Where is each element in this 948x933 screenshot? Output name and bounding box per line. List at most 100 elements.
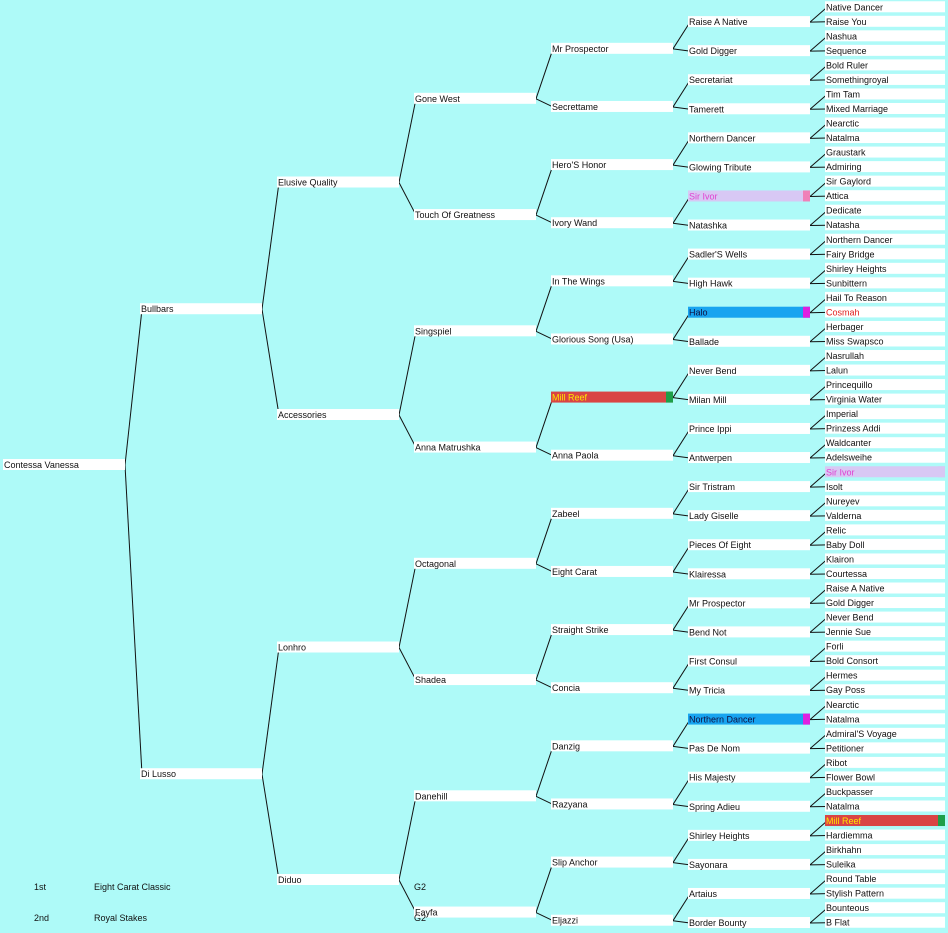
connector — [809, 500, 828, 517]
horse-name: Anna Paola — [552, 451, 599, 461]
node-box — [688, 132, 810, 144]
connector — [809, 530, 828, 546]
node-box — [825, 132, 945, 144]
horse-node: Elusive Quality — [277, 176, 399, 188]
node-box — [825, 509, 945, 521]
horse-node: Northern Dancer — [688, 132, 810, 144]
horse-node: Concia — [551, 682, 673, 694]
horse-node: Secretariat — [688, 74, 810, 86]
connector — [809, 65, 828, 81]
horse-name: Forli — [826, 642, 844, 652]
horse-name: My Tricia — [689, 686, 725, 696]
horse-node: Nureyev — [825, 495, 945, 507]
horse-name: Northern Dancer — [689, 715, 756, 725]
horse-node: Natalma — [825, 132, 945, 144]
node-box — [688, 684, 810, 696]
horse-node: Native Dancer — [825, 1, 945, 13]
horse-node: Octagonal — [414, 557, 536, 569]
horse-name: Slip Anchor — [552, 858, 598, 868]
connector — [398, 563, 417, 648]
node-box — [825, 73, 945, 85]
connector — [672, 455, 691, 459]
horse-node: Herbager — [825, 320, 945, 332]
horse-name: Nasrullah — [826, 351, 864, 361]
horse-node: High Hawk — [688, 277, 810, 289]
node-box — [688, 306, 810, 318]
horse-name: Stylish Pattern — [826, 889, 884, 899]
result-place: 1st — [34, 882, 47, 892]
node-box — [825, 916, 945, 928]
connector — [672, 280, 691, 285]
horse-name: Sadler'S Wells — [689, 250, 748, 260]
horse-name: Touch Of Greatness — [415, 210, 496, 220]
horse-node: Danehill — [414, 790, 536, 802]
horse-node: Lonhro — [277, 641, 399, 653]
node-marker — [803, 713, 810, 725]
horse-name: Imperial — [826, 409, 858, 419]
horse-name: Mill Reef — [826, 816, 862, 826]
connector — [398, 331, 417, 416]
horse-name: Northern Dancer — [826, 235, 893, 245]
horse-name: Virginia Water — [826, 395, 882, 405]
horse-name: His Majesty — [689, 773, 736, 783]
horse-name: Lalun — [826, 366, 848, 376]
node-box — [825, 219, 945, 231]
horse-node: Birkhahn — [825, 844, 945, 856]
horse-node: My Tricia — [688, 684, 810, 696]
horse-name: Nureyev — [826, 496, 860, 506]
node-box — [825, 466, 945, 478]
node-box — [825, 626, 945, 638]
connector — [809, 617, 828, 633]
node-box — [825, 611, 945, 623]
horse-name: Attica — [826, 191, 849, 201]
connector — [672, 687, 691, 692]
horse-node: Sequence — [825, 44, 945, 56]
horse-name: Eight Carat — [552, 567, 598, 577]
horse-name: Secretariat — [689, 75, 733, 85]
horse-name: Artaius — [689, 889, 718, 899]
horse-name: Mill Reef — [552, 393, 588, 403]
node-box — [277, 176, 399, 188]
horse-node: Prince Ippi — [688, 422, 810, 434]
node-box — [688, 393, 810, 405]
result-grade: G2 — [414, 882, 426, 892]
node-box — [551, 449, 673, 461]
connector — [809, 123, 828, 139]
horse-node: Tamerett — [688, 103, 810, 115]
horse-name: Raise A Native — [826, 584, 885, 594]
horse-name: Native Dancer — [826, 2, 883, 12]
connector — [535, 563, 554, 573]
connector — [672, 571, 691, 575]
horse-name: Waldcanter — [826, 438, 871, 448]
horse-node: Zabeel — [551, 507, 673, 519]
connector — [672, 486, 691, 515]
node-box — [688, 16, 810, 28]
horse-name: Fayfa — [415, 908, 438, 918]
horse-name: Shirley Heights — [689, 831, 750, 841]
connector — [535, 397, 554, 448]
horse-name: Tamerett — [689, 104, 725, 114]
horse-node: Buckpasser — [825, 785, 945, 797]
horse-name: Jennie Sue — [826, 627, 871, 637]
horse-node: Hardiemma — [825, 829, 945, 841]
connector — [672, 745, 691, 750]
horse-name: Bounteous — [826, 903, 870, 913]
node-box — [825, 887, 945, 899]
horse-name: Round Table — [826, 874, 876, 884]
horse-node: Mixed Marriage — [825, 102, 945, 114]
node-box — [825, 785, 945, 797]
horse-node: Danzig — [551, 740, 673, 752]
connector — [535, 164, 554, 216]
horse-node: Baby Doll — [825, 538, 945, 550]
horse-node: Cosmah — [825, 306, 945, 318]
horse-node: Petitioner — [825, 742, 945, 754]
horse-node: Admiring — [825, 161, 945, 173]
horse-node: Ribot — [825, 756, 945, 768]
node-box — [825, 655, 945, 667]
horse-name: Suleika — [826, 860, 856, 870]
horse-node: Natalma — [825, 713, 945, 725]
node-box — [825, 248, 945, 260]
connector — [535, 629, 554, 681]
node-box — [688, 800, 810, 812]
horse-name: Glorious Song (Usa) — [552, 334, 634, 344]
